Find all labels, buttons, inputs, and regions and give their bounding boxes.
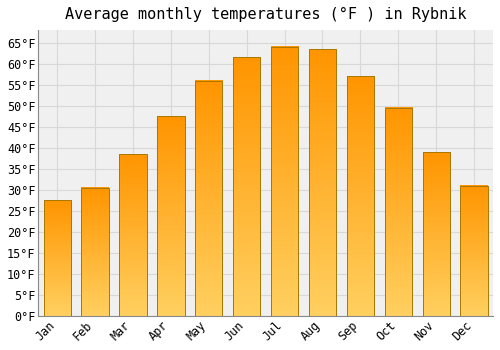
Bar [120,154,146,316]
Bar [460,186,487,316]
Bar [82,188,108,316]
Bar [233,57,260,316]
Bar [384,108,412,316]
Bar [157,116,184,316]
Bar [347,76,374,316]
Bar [195,80,222,316]
Bar [422,152,450,316]
Bar [309,49,336,316]
Bar [271,47,298,316]
Title: Average monthly temperatures (°F ) in Rybnik: Average monthly temperatures (°F ) in Ry… [65,7,466,22]
Bar [44,200,71,316]
